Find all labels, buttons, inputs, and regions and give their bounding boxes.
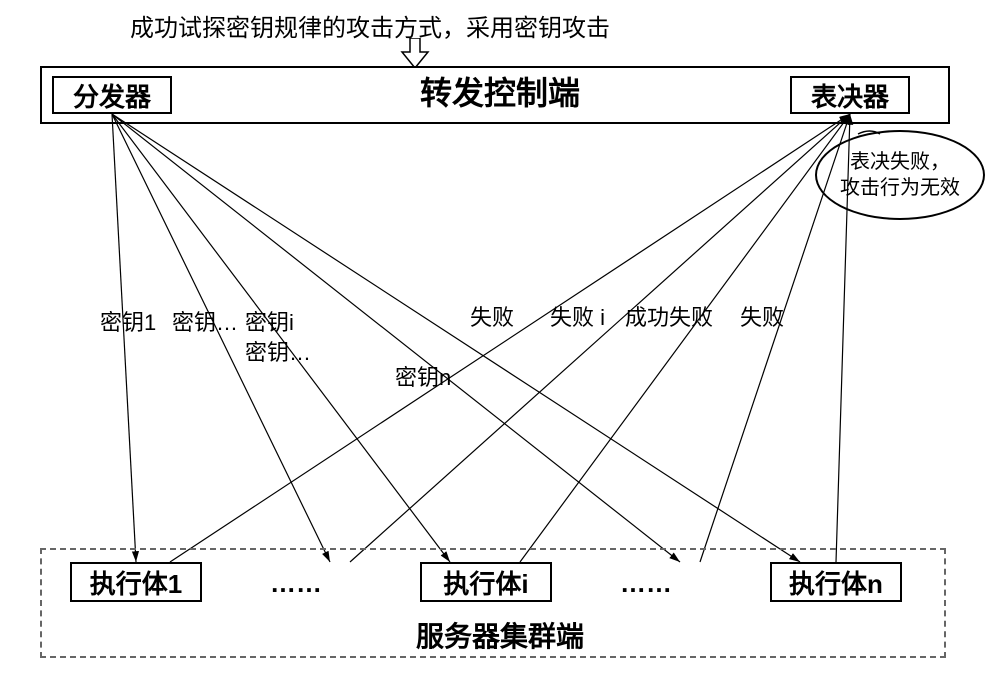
key-label-i: 密钥i	[245, 305, 294, 337]
result-success-fail: 成功失败	[625, 300, 713, 332]
diagram-canvas: 成功试探密钥规律的攻击方式，采用密钥攻击 转发控制端 分发器 表决器 表决失败，…	[0, 0, 1000, 681]
caption-top: 成功试探密钥规律的攻击方式，采用密钥攻击	[130, 8, 610, 43]
key-label-ell1: 密钥…	[172, 305, 238, 337]
result-fail-last: 失败	[740, 300, 784, 332]
speech-line1: 表决失败，	[850, 149, 950, 175]
key-label-1: 密钥1	[100, 305, 156, 337]
ellipsis-2: ……	[620, 568, 672, 599]
key-label-n: 密钥n	[395, 360, 451, 392]
distributor-box: 分发器	[52, 76, 172, 114]
ellipsis-1: ……	[270, 568, 322, 599]
executor-1: 执行体1	[70, 562, 202, 602]
speech-bubble: 表决失败， 攻击行为无效	[815, 130, 985, 220]
cluster-title: 服务器集群端	[0, 615, 1000, 655]
result-fail1: 失败	[470, 300, 514, 332]
executor-n: 执行体n	[770, 562, 902, 602]
executor-i: 执行体i	[420, 562, 552, 602]
speech-line2: 攻击行为无效	[840, 175, 960, 201]
voter-box: 表决器	[790, 76, 910, 114]
key-label-ell2: 密钥…	[245, 335, 311, 367]
result-fail-i: 失败 i	[550, 300, 605, 332]
